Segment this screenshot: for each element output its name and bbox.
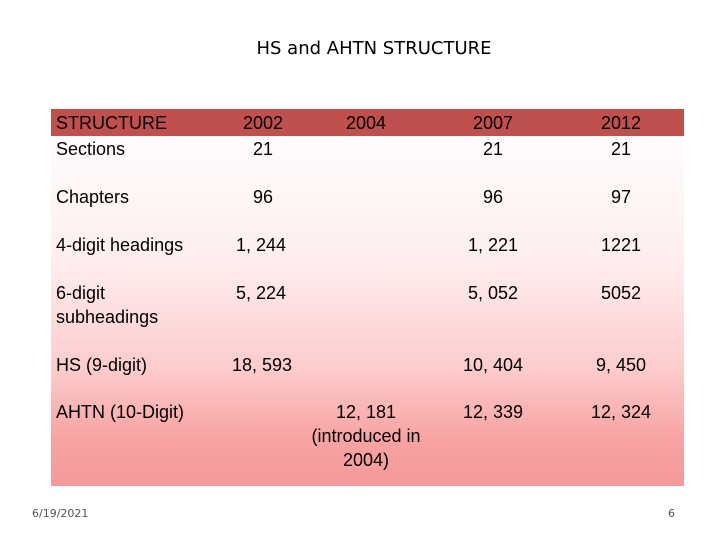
structure-table: STRUCTURE 2002 2004 2007 2012 Sections 2…: [51, 109, 684, 486]
footer-date: 6/19/2021: [32, 507, 89, 520]
table-header-bar: [51, 109, 684, 136]
subheadings-2012: 5052: [600, 283, 642, 303]
header-year-2002: 2002: [242, 113, 284, 133]
ahtn-2012: 12, 324: [590, 402, 652, 422]
header-year-2004: 2004: [345, 113, 387, 133]
subheadings-2007: 5, 052: [467, 283, 519, 303]
chapters-2002: 96: [252, 187, 274, 207]
headings-2012: 1221: [600, 235, 642, 255]
row-label-ahtn-10-digit: AHTN (10-Digit): [56, 402, 185, 422]
sections-2012: 21: [610, 139, 632, 159]
row-label-chapters: Chapters: [56, 187, 130, 207]
header-year-2012: 2012: [600, 113, 642, 133]
ahtn-2004: 12, 181 (introduced in 2004): [311, 402, 421, 470]
headings-2002: 1, 244: [236, 235, 287, 255]
hs-2007: 10, 404: [462, 355, 524, 375]
chapters-2007: 96: [482, 187, 504, 207]
chapters-2012: 97: [610, 187, 632, 207]
row-label-hs-9-digit: HS (9-digit): [56, 355, 148, 375]
sections-2002: 21: [252, 139, 274, 159]
sections-2007: 21: [482, 139, 504, 159]
slide-title: HS and AHTN STRUCTURE: [256, 38, 492, 59]
header-label: STRUCTURE: [56, 113, 167, 133]
row-label-6-digit-subheadings: 6-digit subheadings: [56, 283, 159, 327]
row-label-4-digit-headings: 4-digit headings: [56, 235, 184, 255]
hs-2002: 18, 593: [232, 355, 293, 375]
footer-page-number: 6: [668, 507, 675, 520]
headings-2007: 1, 221: [467, 235, 519, 255]
subheadings-2002: 5, 224: [236, 283, 287, 303]
hs-2012: 9, 450: [595, 355, 647, 375]
ahtn-2007: 12, 339: [462, 402, 524, 422]
header-year-2007: 2007: [472, 113, 514, 133]
row-label-sections: Sections: [56, 139, 126, 159]
